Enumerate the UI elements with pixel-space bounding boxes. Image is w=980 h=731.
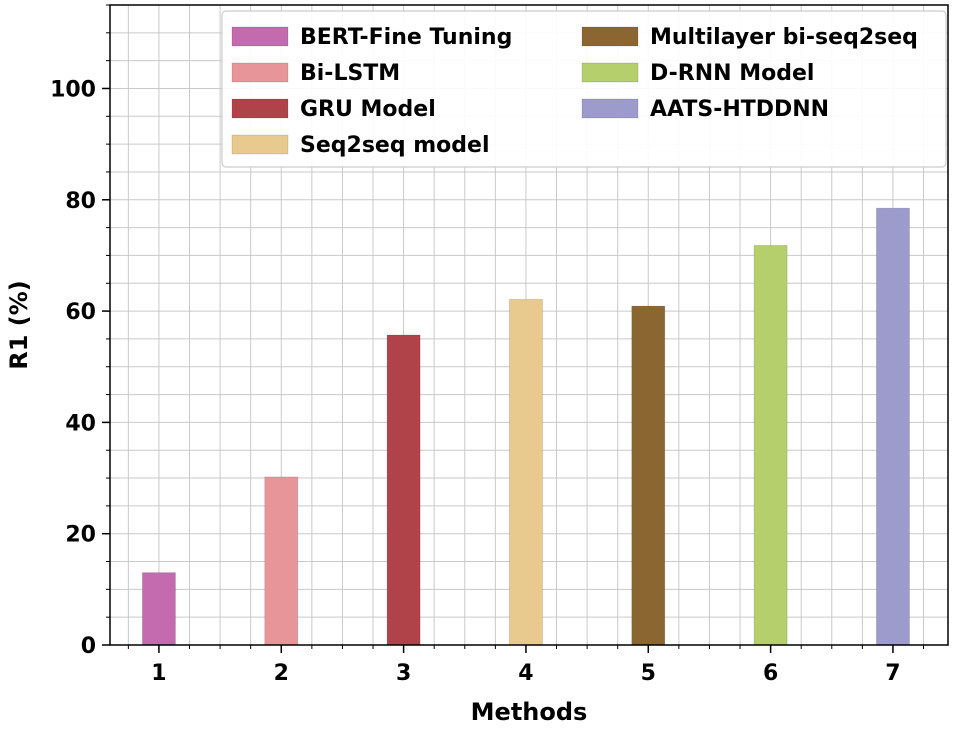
bars [142,207,910,646]
bar-3 [386,334,421,646]
x-tick-label: 6 [763,661,778,686]
bar-6 [753,245,788,646]
legend-label: BERT-Fine Tuning [300,25,512,50]
legend-swatch [581,98,639,119]
legend-swatch [581,26,639,47]
y-tick-label: 20 [65,523,96,548]
legend: BERT-Fine Tuning Bi-LSTM GRU Model Seq2seq … [221,10,947,168]
legend-swatch [231,26,289,47]
x-tick-label: 4 [518,661,533,686]
bar-1 [142,572,176,646]
y-tick-label: 100 [50,77,96,102]
x-tick-label: 3 [396,661,411,686]
legend-label: Multilayer bi-seq2seq [650,25,918,50]
y-tick-label: 80 [65,189,96,214]
bar-4 [509,298,543,646]
x-tick-label: 7 [885,661,900,686]
x-axis-label: Methods [471,698,588,726]
plot-area-frame [109,4,949,646]
legend-label: AATS-HTDDNN [650,97,829,122]
legend-label: Seq2seq model [300,133,490,158]
legend-swatch [231,134,289,155]
y-axis-label: R1 (%) [5,280,33,370]
legend-swatch [581,62,639,83]
legend-label: D-RNN Model [650,61,814,86]
y-tick-label: 60 [65,300,96,325]
y-tick-label: 0 [81,634,96,659]
legend-label: GRU Model [300,97,436,122]
legend-swatch [231,62,289,83]
legend-label: Bi-LSTM [300,61,400,86]
y-tick-label: 40 [65,411,96,436]
x-tick-label: 2 [274,661,289,686]
x-tick-label: 5 [641,661,656,686]
legend-box [221,10,947,168]
x-tick-label: 1 [151,661,166,686]
bar-2 [264,476,299,646]
bar-5 [631,305,666,646]
ticks: 1 2 3 4 5 6 7 0 20 40 60 80 100 [50,4,925,686]
bar-7 [876,207,910,646]
legend-swatch [231,98,289,119]
